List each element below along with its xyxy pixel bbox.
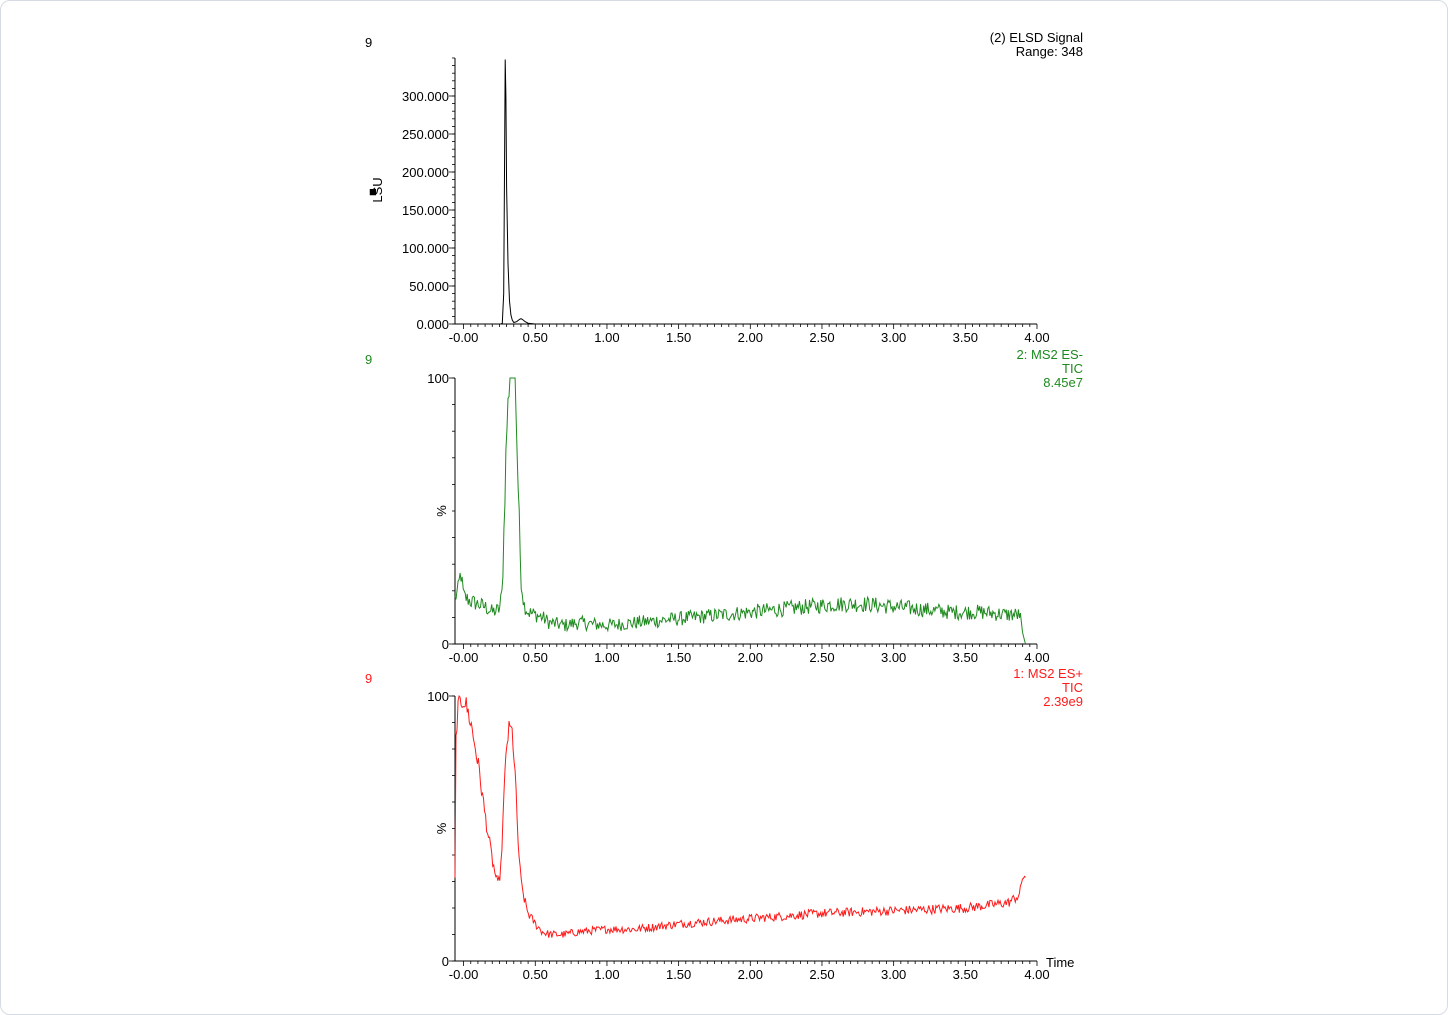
x-tick-label: 1.50 <box>666 330 691 345</box>
x-tick-label: -0.00 <box>449 330 479 345</box>
x-tick-label: 3.50 <box>953 330 978 345</box>
trace-line <box>454 694 1026 938</box>
x-tick-label: 1.00 <box>594 330 619 345</box>
x-tick-label: -0.00 <box>449 650 479 665</box>
x-tick-label: 3.00 <box>881 650 906 665</box>
y-tick-label: 0 <box>442 637 449 652</box>
y-axis-label: LSU <box>370 177 385 202</box>
x-tick-label: 0.50 <box>523 650 548 665</box>
x-tick-label: 2.50 <box>809 330 834 345</box>
y-tick-label: 100 <box>427 371 449 386</box>
trace-info: 2.39e9 <box>1043 694 1083 709</box>
x-tick-label: 3.50 <box>953 650 978 665</box>
y-tick-label: 300.000 <box>402 89 449 104</box>
trace-line <box>454 377 1026 645</box>
x-tick-label: 4.00 <box>1024 967 1049 982</box>
x-tick-label: 0.50 <box>523 330 548 345</box>
trace-info: TIC <box>1062 680 1083 695</box>
trace-info: Range: 348 <box>1016 44 1083 59</box>
trace-line <box>455 59 1037 325</box>
sample-label: 9 <box>365 671 372 686</box>
y-axis-label: % <box>434 505 449 517</box>
x-tick-label: 1.00 <box>594 650 619 665</box>
y-tick-label: 150.000 <box>402 203 449 218</box>
sample-label: 9 <box>365 35 372 50</box>
x-tick-label: 1.50 <box>666 967 691 982</box>
trace-title: (2) ELSD Signal <box>990 30 1083 45</box>
x-tick-label: -0.00 <box>449 967 479 982</box>
y-tick-label: 200.000 <box>402 165 449 180</box>
x-tick-label: 3.50 <box>953 967 978 982</box>
x-axis-label: Time <box>1046 955 1074 970</box>
trace-info: TIC <box>1062 361 1083 376</box>
trace-title: 1: MS2 ES+ <box>1013 666 1083 681</box>
y-tick-label: 100 <box>427 689 449 704</box>
y-tick-label: 100.000 <box>402 241 449 256</box>
x-tick-label: 3.00 <box>881 967 906 982</box>
y-tick-label: 250.000 <box>402 127 449 142</box>
y-axis-marker: ■ <box>369 184 377 199</box>
x-tick-label: 2.50 <box>809 967 834 982</box>
x-tick-label: 2.00 <box>738 967 763 982</box>
x-tick-label: 2.00 <box>738 650 763 665</box>
x-tick-label: 2.00 <box>738 330 763 345</box>
x-tick-label: 4.00 <box>1024 650 1049 665</box>
y-axis-label: % <box>434 822 449 834</box>
trace-info: 8.45e7 <box>1043 375 1083 390</box>
x-tick-label: 1.50 <box>666 650 691 665</box>
y-tick-label: 0.000 <box>416 317 449 332</box>
x-tick-label: 4.00 <box>1024 330 1049 345</box>
trace-title: 2: MS2 ES- <box>1017 347 1083 362</box>
x-tick-label: 1.00 <box>594 967 619 982</box>
x-tick-label: 0.50 <box>523 967 548 982</box>
x-tick-label: 3.00 <box>881 330 906 345</box>
y-tick-label: 0 <box>442 954 449 969</box>
y-tick-label: 50.000 <box>409 279 449 294</box>
x-tick-label: 2.50 <box>809 650 834 665</box>
sample-label: 9 <box>365 352 372 367</box>
